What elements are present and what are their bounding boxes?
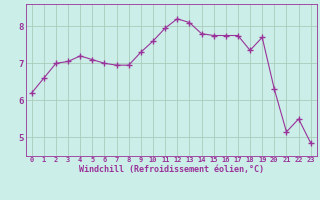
X-axis label: Windchill (Refroidissement éolien,°C): Windchill (Refroidissement éolien,°C) [79,165,264,174]
